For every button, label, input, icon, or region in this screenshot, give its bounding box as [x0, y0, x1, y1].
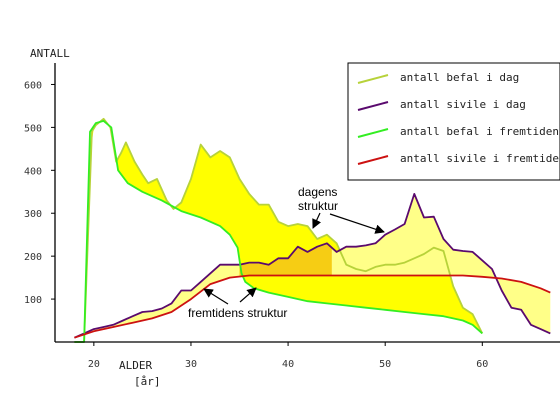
y-tick-label: 500	[24, 123, 42, 134]
legend-label: antall befal i fremtiden	[400, 125, 559, 138]
legend-swatch	[357, 101, 389, 111]
y-tick-label: 100	[24, 295, 42, 306]
legend: antall befal i dag antall sivile i dag ant…	[357, 71, 560, 165]
x-tick-label: 30	[185, 359, 197, 370]
x-axis-title: ALDER	[119, 359, 152, 372]
y-tick-label: 600	[24, 80, 42, 91]
x-axis-unit: [år]	[134, 375, 161, 388]
annotation-fremtidens: fremtidens struktur	[188, 306, 287, 320]
legend-label: antall befal i dag	[400, 71, 519, 84]
annotation-arrow	[312, 212, 322, 229]
annotation-arrow	[203, 288, 229, 305]
befal-difference-fill	[84, 118, 483, 342]
annotation-dagens-line1: dagens	[298, 185, 337, 199]
x-tick-label: 40	[282, 359, 294, 370]
series-lines	[74, 117, 551, 343]
x-ticks: 20 30 40 50 60	[88, 342, 488, 370]
y-tick-label: 300	[24, 209, 42, 220]
series-line-2	[74, 192, 551, 339]
legend-swatch	[357, 155, 389, 165]
legend-swatch	[357, 128, 389, 138]
y-axis-title: ANTALL	[30, 47, 70, 60]
x-tick-label: 50	[379, 359, 391, 370]
legend-box	[347, 62, 560, 181]
series-line-1	[74, 117, 484, 343]
annotation-dagens-line2: struktur	[298, 199, 338, 213]
series-line-3	[74, 120, 483, 343]
legend-label: antall sivile i dag	[400, 98, 526, 111]
series-line-4	[74, 274, 551, 339]
y-tick-label: 200	[24, 252, 42, 263]
annotation-arrow	[239, 287, 257, 303]
legend-swatch	[357, 74, 389, 84]
annotation-arrow	[329, 213, 385, 234]
annotation-arrows	[203, 212, 385, 305]
y-ticks: 100 200 300 400 500 600	[24, 80, 55, 306]
x-tick-label: 20	[88, 359, 100, 370]
x-tick-label: 60	[476, 359, 488, 370]
y-tick-label: 400	[24, 166, 42, 177]
legend-label: antall sivile i fremtiden	[400, 152, 560, 165]
